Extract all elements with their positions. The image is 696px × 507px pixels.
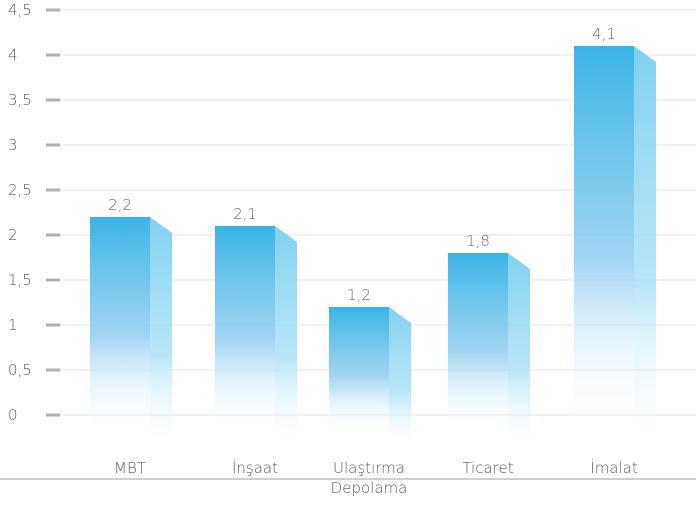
data-label: 2,1: [233, 205, 257, 223]
bar-side: [634, 46, 656, 449]
bar-side: [275, 226, 297, 449]
bar-top-edge: [574, 46, 634, 49]
y-tick-label: 2,5: [8, 181, 32, 199]
y-tick-label: 3: [8, 136, 18, 154]
x-tick-label-line: MBT: [114, 459, 146, 477]
data-label: 4,1: [592, 25, 616, 43]
bar-top-edge: [448, 253, 508, 256]
x-tick-label: İnşaat: [232, 459, 278, 477]
x-tick-label: MBT: [114, 459, 146, 477]
bar-side: [508, 253, 530, 449]
x-tick-label-line: Ticaret: [462, 459, 513, 477]
x-tick-label-line: İmalat: [590, 459, 638, 477]
bar: [448, 253, 508, 433]
x-tick-label: Ulaştırma Depolama: [331, 459, 408, 497]
x-tick-label: Ticaret: [462, 459, 513, 477]
y-tick-label: 1: [8, 316, 18, 334]
bar-top-edge: [90, 217, 150, 220]
y-tick-label: 3,5: [8, 91, 32, 109]
data-label: 1,8: [466, 232, 490, 250]
bar-side: [389, 307, 411, 449]
bar: [329, 307, 389, 433]
x-tick-label-line: Depolama: [331, 479, 408, 497]
x-tick-label-line: Ulaştırma: [333, 459, 405, 477]
bar-side: [150, 217, 172, 449]
x-tick-label-line: İnşaat: [232, 459, 278, 477]
y-tick-label: 0: [8, 406, 18, 424]
bars-layer: [90, 46, 656, 449]
y-tick-label: 4: [8, 46, 18, 64]
bar: [90, 217, 150, 433]
bar-top-edge: [329, 307, 389, 310]
y-tick-label: 0,5: [8, 361, 32, 379]
y-tick-label: 1,5: [8, 271, 32, 289]
y-tick-label: 2: [8, 226, 18, 244]
bar-top-edge: [215, 226, 275, 229]
x-tick-label: İmalat: [590, 459, 638, 477]
labels-layer: 0 0,5 1 1,5 2 2,5 3 3,5 4 4,5 2,2 MBT 2,1 İnşaat 1,2 Ul…: [8, 1, 638, 497]
data-label: 2,2: [108, 196, 132, 214]
bar: [215, 226, 275, 433]
bar: [574, 46, 634, 433]
y-tick-label: 4,5: [8, 1, 32, 19]
data-label: 1,2: [347, 286, 371, 304]
